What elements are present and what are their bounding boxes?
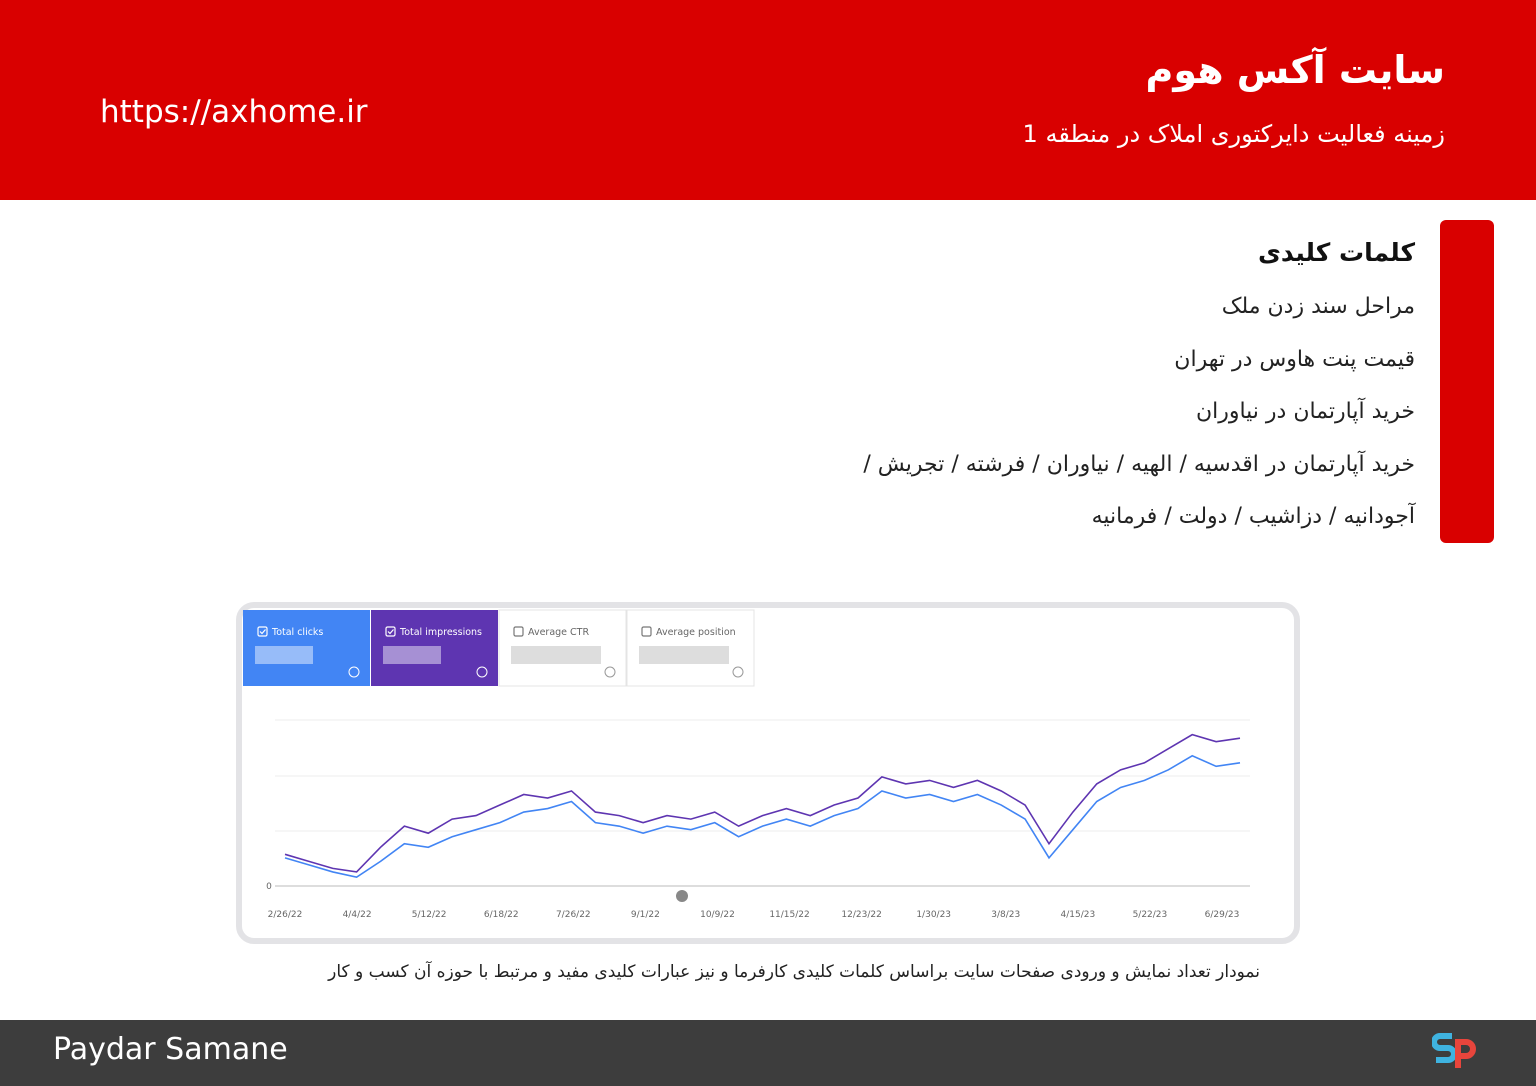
metric-label: Average CTR <box>528 627 589 638</box>
keywords-heading: کلمات کلیدی <box>1257 238 1415 267</box>
chart: Total clicks Total impressions Average CTR… <box>243 609 1250 920</box>
x-tick-label: 4/4/22 <box>343 910 372 920</box>
checkbox <box>257 626 268 637</box>
check <box>387 629 394 635</box>
series-line <box>284 754 1241 879</box>
x-tick-label: 11/15/22 <box>769 910 809 920</box>
metric-value-blur <box>639 646 729 664</box>
keyword: آجودانیه / دزاشیب / دولت / فرمانیه <box>1091 504 1415 529</box>
x-tick-label: 5/22/23 <box>1133 910 1168 920</box>
metric-label: Average position <box>656 627 736 638</box>
caption: نمودار تعداد نمایش و ورودی صفحات سایت بر… <box>328 962 1260 982</box>
x-tick-label: 5/12/22 <box>412 910 447 920</box>
help-icon <box>348 666 360 678</box>
keyword: قیمت پنت هاوس در تهران <box>1174 346 1415 372</box>
x-tick-label: 10/9/22 <box>700 910 735 920</box>
x-tick-label: 2/26/22 <box>268 910 303 920</box>
help-icon <box>604 666 616 678</box>
metric-value-blur <box>383 646 441 664</box>
keyword: خرید آپارتمان در اقدسیه / الهیه / نیاورا… <box>863 451 1415 477</box>
series-line <box>284 733 1241 873</box>
x-tick-label: 9/1/22 <box>631 910 660 920</box>
metric-value-blur <box>255 646 313 664</box>
url: https://axhome.ir <box>100 94 368 130</box>
checkbox <box>513 626 524 637</box>
x-tick-label: 4/15/23 <box>1060 910 1095 920</box>
accent-bar <box>1440 220 1494 543</box>
help-icon <box>476 666 488 678</box>
help-icon <box>732 666 744 678</box>
x-tick-label: 3/8/23 <box>991 910 1020 920</box>
x-tick-label: 6/18/22 <box>484 910 519 920</box>
metric-label: Total impressions <box>399 627 482 638</box>
keyword: مراحل سند زدن ملک <box>1221 294 1415 319</box>
x-tick-label: 12/23/22 <box>841 910 881 920</box>
x-tick-label: 7/26/22 <box>556 910 591 920</box>
subtitle: زمینه فعالیت دایرکتوری املاک در منطقه 1 <box>1022 120 1445 148</box>
logo <box>1432 1033 1476 1068</box>
check <box>259 629 266 635</box>
metric-value-blur <box>511 646 601 664</box>
checkbox <box>385 626 396 637</box>
x-tick-label: 1/30/23 <box>916 910 951 920</box>
title: سایت آکس هوم <box>1145 48 1445 92</box>
brand: Paydar Samane <box>53 1032 288 1067</box>
keyword: خرید آپارتمان در نیاوران <box>1195 399 1415 424</box>
header: سایت آکس هوم زمینه فعالیت دایرکتوری املا… <box>0 0 1536 200</box>
checkbox <box>641 626 652 637</box>
x-tick-label: 6/29/23 <box>1205 910 1240 920</box>
y-tick-label: 0 <box>266 882 272 892</box>
footer: Paydar Samane <box>0 1020 1536 1086</box>
chart-frame <box>236 602 1300 944</box>
annotation-marker <box>676 890 688 902</box>
metric-label: Total clicks <box>271 627 323 638</box>
